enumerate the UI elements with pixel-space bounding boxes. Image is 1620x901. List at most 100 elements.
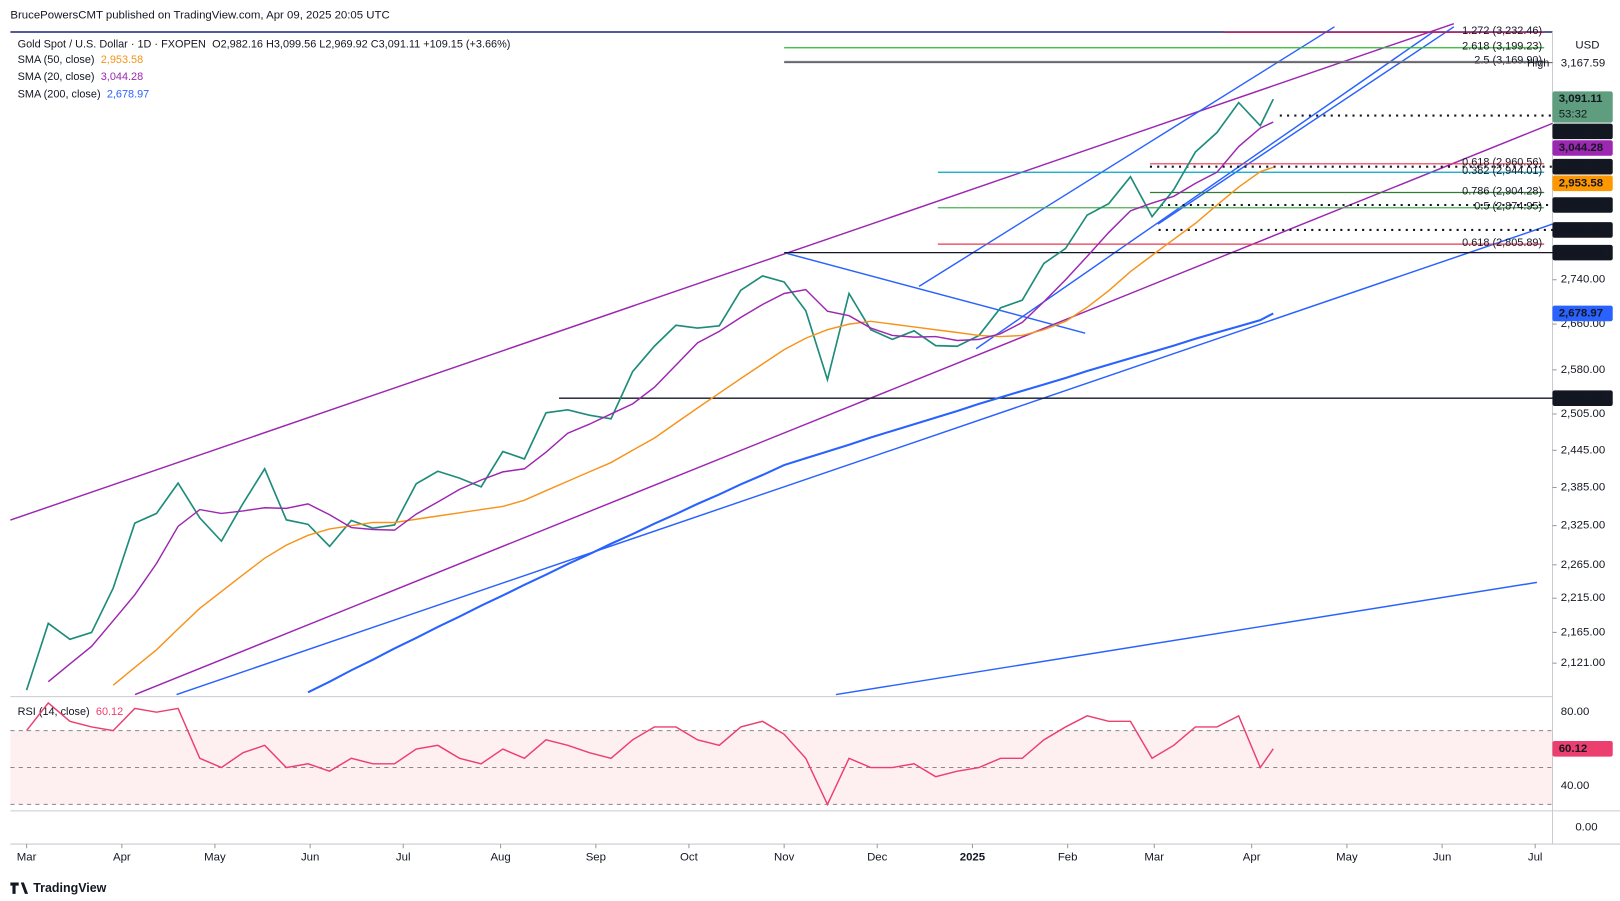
price-tag <box>1552 390 1613 406</box>
rsi-tag <box>1552 741 1613 757</box>
quote: O2,982.16 H3,099.56 L2,969.92 C3,091.11 … <box>212 38 510 50</box>
sma-line <box>112 166 1274 686</box>
fib-label: 0.5 (2,874.95) <box>1474 201 1542 213</box>
trendline <box>975 31 1434 350</box>
y-tick-label: 2,165.00 <box>1561 626 1605 638</box>
price-tag <box>1552 222 1613 238</box>
x-tick-label: Oct <box>680 852 699 864</box>
legend-name: SMA (50, close) <box>18 54 95 66</box>
fib-label: 0.618 (2,805.89) <box>1462 237 1542 249</box>
rsi-line <box>26 701 1274 807</box>
rsi-tick-label: 40.00 <box>1561 780 1590 792</box>
currency: USD <box>1575 40 1599 52</box>
legend-value: 60.12 <box>96 706 123 718</box>
price-tag <box>1552 140 1613 156</box>
y-tick-label: 2,740.00 <box>1561 274 1605 286</box>
price-tag-label: 3,091.11 <box>1559 93 1603 105</box>
x-tick-label: Apr <box>1243 852 1261 864</box>
x-tick-label: Mar <box>17 852 37 864</box>
legend-name: SMA (20, close) <box>18 71 95 83</box>
high-label: 3,167.59 <box>1561 58 1605 70</box>
empty-panel-tick: 0.00 <box>1575 821 1597 833</box>
trendline <box>785 252 1086 334</box>
price-tag <box>1552 175 1613 192</box>
footer: TradingView <box>33 881 106 895</box>
legend-title: Gold Spot / U.S. Dollar · 1D · FXOPEN O2,… <box>18 38 511 50</box>
legend-entry: SMA (20, close) 3,044.28 <box>18 71 144 83</box>
legend-value: 2,678.97 <box>107 88 149 100</box>
header: BrucePowersCMT published on TradingView.… <box>10 9 389 21</box>
price-tag <box>1552 197 1613 213</box>
legend: Gold Spot / U.S. Dollar · 1D · FXOPEN O2,… <box>18 38 511 718</box>
price-line <box>25 98 1275 691</box>
x-tick-label: May <box>204 852 226 864</box>
price-tag-label: 2,790.06 <box>1559 247 1603 259</box>
price-tag-label: 3,044.28 <box>1559 142 1603 154</box>
rsi-tag-label: 60.12 <box>1559 743 1588 755</box>
legend-name: RSI (14, close) <box>18 706 90 718</box>
trendline <box>918 26 1335 288</box>
x-tick-label: 2025 <box>960 852 986 864</box>
fib-label: 2.5 (3,169.90) <box>1474 54 1542 66</box>
trendline <box>1157 26 1455 225</box>
fib-label: 0.382 (2,944.01) <box>1462 165 1542 177</box>
x-tick-label: Jul <box>1528 852 1543 864</box>
x-tick-label: Jun <box>1433 852 1451 864</box>
drawings <box>10 23 1553 696</box>
sma-line <box>47 121 1274 683</box>
price-tag-label: 2,832.59 <box>1559 224 1603 236</box>
price-tag-label: 2,678.97 <box>1559 307 1603 319</box>
x-tick-label: Mar <box>1144 852 1164 864</box>
x-tick-label: Feb <box>1058 852 1078 864</box>
trendline <box>10 23 1455 521</box>
price-tag <box>1552 91 1613 123</box>
price-tag-label: 2,531.63 <box>1559 392 1603 404</box>
trendline <box>835 581 1538 696</box>
price-tag-label: 2,953.58 <box>1559 177 1603 189</box>
x-tick-label: Aug <box>490 852 510 864</box>
price-tag <box>1552 158 1613 175</box>
price-tag-label: 2,880.25 <box>1559 199 1604 211</box>
symbol: Gold Spot / U.S. Dollar · 1D · FXOPEN <box>18 38 206 50</box>
x-tick-label: Sep <box>586 852 606 864</box>
y-tick-label: 2,385.00 <box>1561 482 1605 494</box>
rsi-tick-label: 80.00 <box>1561 706 1590 718</box>
y-tick-label: 2,325.00 <box>1561 520 1605 532</box>
legend-value: 2,953.58 <box>101 54 143 66</box>
price-tag <box>1552 123 1613 140</box>
fib-label: 0.786 (2,904.28) <box>1462 185 1542 197</box>
rsi-band <box>10 730 1553 805</box>
fib-label: 1.272 (3,232.46) <box>1462 25 1542 37</box>
price-tag-label: 3,057.51 <box>1559 125 1604 137</box>
x-tick-label: Jun <box>301 852 319 864</box>
y-tick-label: 2,265.00 <box>1561 559 1605 571</box>
x-tick-label: Nov <box>774 852 795 864</box>
legend-name: SMA (200, close) <box>18 88 101 100</box>
rsi-legend: RSI (14, close) 60.12 <box>18 706 124 718</box>
y-tick-label: 2,445.00 <box>1561 444 1605 456</box>
fib-label: 0.618 (2,960.56) <box>1462 157 1542 169</box>
y-tick-label: 2,121.00 <box>1561 657 1605 669</box>
x-tick-label: Dec <box>867 852 888 864</box>
countdown: 53:32 <box>1559 108 1588 120</box>
y-tick-label: 2,580.00 <box>1561 364 1605 376</box>
price-tag-label: 2,954.81 <box>1559 161 1604 173</box>
price-tag <box>1552 305 1613 322</box>
high-name: High <box>1527 58 1549 70</box>
trendline <box>176 223 1553 696</box>
legend-entry: SMA (50, close) 2,953.58 <box>18 54 144 66</box>
fib-label: 2.618 (3,199.23) <box>1462 41 1542 53</box>
y-tick-label: 2,505.00 <box>1561 408 1605 420</box>
x-tick-label: May <box>1336 852 1358 864</box>
trendline <box>134 122 1553 696</box>
x-tick-label: Apr <box>113 852 131 864</box>
sma-line <box>307 312 1274 694</box>
y-tick-label: 2,215.00 <box>1561 592 1605 604</box>
logo <box>10 882 29 894</box>
price-tag <box>1552 244 1613 261</box>
legend-value: 3,044.28 <box>101 71 143 83</box>
x-tick-label: Jul <box>396 852 411 864</box>
legend-entry: SMA (200, close) 2,678.97 <box>18 88 150 100</box>
